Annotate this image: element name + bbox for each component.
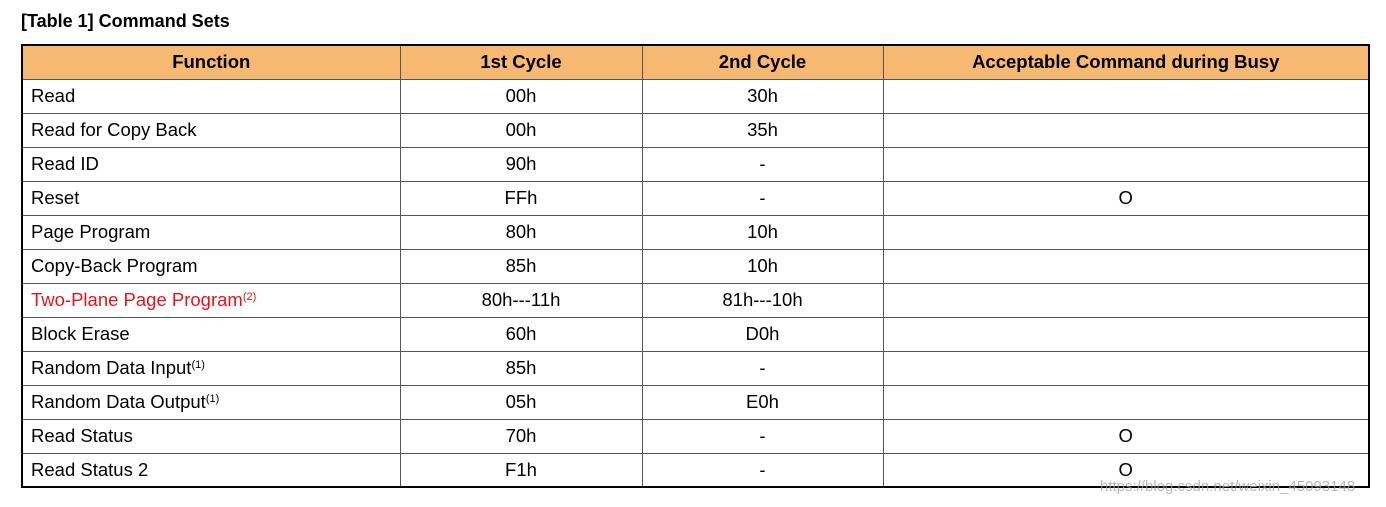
function-cell: Random Data Input(1) — [21, 350, 401, 386]
second-cycle: - — [641, 418, 884, 454]
second-cycle: 35h — [641, 112, 884, 148]
function-name: Random Data Output — [31, 391, 206, 412]
function-cell: Read Status 2 — [21, 452, 401, 488]
first-cycle: 80h — [399, 214, 643, 250]
function-name: Random Data Input — [31, 357, 192, 378]
function-cell: Random Data Output(1) — [21, 384, 401, 420]
function-name: Block Erase — [31, 323, 130, 344]
first-cycle: 85h — [399, 350, 643, 386]
function-cell: Read for Copy Back — [21, 112, 401, 148]
function-name: Two-Plane Page Program — [31, 289, 243, 310]
busy-cell — [882, 248, 1370, 284]
column-header: 2nd Cycle — [641, 44, 884, 80]
function-cell: Two-Plane Page Program(2) — [21, 282, 401, 318]
busy-cell — [882, 384, 1370, 420]
function-name: Copy-Back Program — [31, 255, 198, 276]
busy-cell: O — [882, 452, 1370, 488]
busy-cell — [882, 78, 1370, 114]
table-row: Random Data Input(1) 85h - — [21, 350, 1370, 386]
function-cell: Read ID — [21, 146, 401, 182]
busy-cell — [882, 146, 1370, 182]
first-cycle: 80h---11h — [399, 282, 643, 318]
second-cycle: D0h — [641, 316, 884, 352]
first-cycle: FFh — [399, 180, 643, 216]
function-name: Reset — [31, 187, 80, 208]
busy-cell — [882, 316, 1370, 352]
table-title: [Table 1] Command Sets — [21, 11, 230, 31]
first-cycle: 00h — [399, 78, 643, 114]
busy-cell — [882, 214, 1370, 250]
first-cycle: 90h — [399, 146, 643, 182]
first-cycle: 60h — [399, 316, 643, 352]
function-cell: Read — [21, 78, 401, 114]
first-cycle: F1h — [399, 452, 643, 488]
function-name: Read ID — [31, 153, 99, 174]
second-cycle: - — [641, 146, 884, 182]
table-row: Read Status 2 F1h - O — [21, 452, 1370, 488]
watermark: https://blog.csdn.net/weixin_45093148 — [1100, 478, 1356, 495]
table-row: Block Erase 60h D0h — [21, 316, 1370, 352]
second-cycle: 10h — [641, 248, 884, 284]
busy-cell — [882, 350, 1370, 386]
second-cycle: 30h — [641, 78, 884, 114]
column-header: Function — [21, 44, 401, 80]
table-row: Read ID 90h - — [21, 146, 1370, 182]
second-cycle: - — [641, 452, 884, 488]
first-cycle: 00h — [399, 112, 643, 148]
second-cycle: E0h — [641, 384, 884, 420]
busy-cell — [882, 282, 1370, 318]
busy-cell — [882, 112, 1370, 148]
table-row: Page Program 80h 10h — [21, 214, 1370, 250]
footnote-ref: (1) — [191, 359, 205, 371]
function-cell: Page Program — [21, 214, 401, 250]
table-row: Copy-Back Program 85h 10h — [21, 248, 1370, 284]
function-cell: Read Status — [21, 418, 401, 454]
footnote-ref: (2) — [242, 291, 257, 303]
function-cell: Copy-Back Program — [21, 248, 401, 284]
first-cycle: 70h — [399, 418, 643, 454]
function-name: Read — [31, 85, 76, 106]
footnote-ref: (1) — [205, 393, 220, 405]
table-row: Reset FFh - O — [21, 180, 1370, 216]
second-cycle: - — [641, 350, 884, 386]
function-cell: Reset — [21, 180, 401, 216]
first-cycle: 05h — [399, 384, 643, 420]
column-header: Acceptable Command during Busy — [882, 44, 1370, 80]
function-cell: Block Erase — [21, 316, 401, 352]
function-name: Read for Copy Back — [31, 119, 197, 140]
table-row: Random Data Output(1) 05h E0h — [21, 384, 1370, 420]
table-row: Read for Copy Back 00h 35h — [21, 112, 1370, 148]
busy-cell: O — [882, 180, 1370, 216]
second-cycle: 10h — [641, 214, 884, 250]
function-name: Read Status — [31, 425, 133, 446]
second-cycle: - — [641, 180, 884, 216]
function-name: Page Program — [31, 221, 151, 242]
first-cycle: 85h — [399, 248, 643, 284]
busy-cell: O — [882, 418, 1370, 454]
header-row: Function 1st Cycle 2nd Cycle Acceptable Com… — [21, 44, 1370, 80]
table-row: Read Status 70h - O — [21, 418, 1370, 454]
table-row: Two-Plane Page Program(2) 80h---11h 81h---… — [21, 282, 1370, 318]
table-body: Read 00h 30h Read for Copy Back 00h 35h Read I… — [21, 78, 1370, 488]
function-name: Read Status 2 — [31, 458, 149, 480]
command-table: Function 1st Cycle 2nd Cycle Acceptable Com… — [21, 44, 1370, 488]
table-row: Read 00h 30h — [21, 78, 1370, 114]
column-header: 1st Cycle — [399, 44, 643, 80]
second-cycle: 81h---10h — [641, 282, 884, 318]
